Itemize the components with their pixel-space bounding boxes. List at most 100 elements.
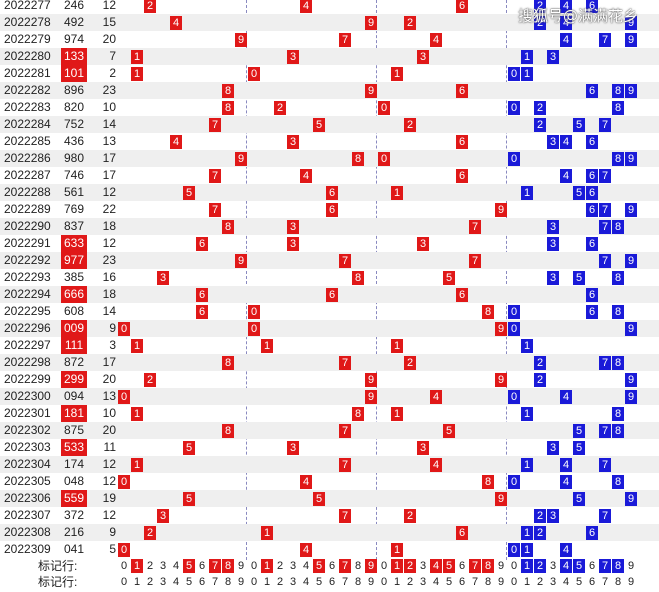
marker-digit[interactable]: 6	[458, 560, 466, 572]
marker-digit[interactable]: 3	[289, 576, 297, 588]
marker-digit[interactable]: 8	[484, 576, 492, 588]
marker-digit[interactable]: 1	[133, 576, 141, 588]
marker-digit[interactable]: 7	[341, 576, 349, 588]
marker-digit[interactable]: 3	[289, 560, 297, 572]
marker-digit[interactable]: 3	[549, 560, 557, 572]
marker-digit[interactable]: 5	[185, 576, 193, 588]
marker-digit[interactable]: 2	[534, 559, 546, 573]
marker-digit[interactable]: 7	[601, 576, 609, 588]
marker-digit[interactable]: 5	[443, 559, 455, 573]
marker-digit[interactable]: 5	[313, 559, 325, 573]
table-row: 2022288 561 12 5 6 1 1 5 6	[0, 184, 659, 201]
marker-digit[interactable]: 3	[159, 576, 167, 588]
marker-digit[interactable]: 9	[367, 576, 375, 588]
marker-digit[interactable]: 7	[599, 559, 611, 573]
marker-digit[interactable]: 9	[497, 576, 505, 588]
marker-digit[interactable]: 3	[419, 560, 427, 572]
marker-digit[interactable]: 8	[224, 576, 232, 588]
marker-digit[interactable]: 9	[237, 560, 245, 572]
table-row: 2022302 875 20 8 7 5 5 7 8	[0, 422, 659, 439]
marker-digit[interactable]: 6	[328, 576, 336, 588]
marker-digit[interactable]: 2	[146, 560, 154, 572]
marker-digit[interactable]: 9	[627, 576, 635, 588]
marker-digit[interactable]: 7	[209, 559, 221, 573]
table-row: 2022277 246 12 2 4 6 2 4 6	[0, 0, 659, 14]
marker-digit[interactable]: 9	[365, 559, 377, 573]
marker-digit[interactable]: 0	[250, 560, 258, 572]
span-value: 20	[102, 372, 116, 386]
span-value: 23	[102, 253, 116, 267]
marker-digit[interactable]: 2	[146, 576, 154, 588]
marker-digit[interactable]: 3	[419, 576, 427, 588]
marker-digit[interactable]: 7	[471, 576, 479, 588]
digit-distribution-mark: 0	[508, 101, 520, 115]
marker-digit[interactable]: 7	[469, 559, 481, 573]
marker-digit[interactable]: 7	[211, 576, 219, 588]
marker-digit[interactable]: 1	[393, 576, 401, 588]
marker-digit[interactable]: 0	[250, 576, 258, 588]
marker-digit[interactable]: 9	[497, 560, 505, 572]
digit-distribution-mark: 6	[586, 288, 598, 302]
marker-digit[interactable]: 6	[588, 560, 596, 572]
marker-digit[interactable]: 3	[549, 576, 557, 588]
marker-digit[interactable]: 8	[222, 559, 234, 573]
marker-digit[interactable]: 2	[276, 576, 284, 588]
hundreds-digit-mark: 1	[131, 67, 143, 81]
marker-digit[interactable]: 4	[172, 576, 180, 588]
units-digit-mark: 2	[404, 509, 416, 523]
marker-digit[interactable]: 0	[380, 560, 388, 572]
marker-digit[interactable]: 1	[261, 559, 273, 573]
marker-digit[interactable]: 4	[562, 576, 570, 588]
hundreds-digit-mark: 9	[235, 33, 247, 47]
marker-digit[interactable]: 9	[237, 576, 245, 588]
marker-digit[interactable]: 1	[131, 559, 143, 573]
marker-digit[interactable]: 0	[510, 576, 518, 588]
marker-digit[interactable]: 6	[198, 560, 206, 572]
marker-digit[interactable]: 0	[380, 576, 388, 588]
marker-digit[interactable]: 0	[510, 560, 518, 572]
marker-digit[interactable]: 5	[573, 559, 585, 573]
marker-digit[interactable]: 4	[172, 560, 180, 572]
marker-digit[interactable]: 0	[120, 576, 128, 588]
units-digit-mark: 8	[482, 305, 494, 319]
digit-distribution-mark: 8	[612, 356, 624, 370]
marker-digit[interactable]: 4	[432, 576, 440, 588]
marker-digit[interactable]: 8	[354, 576, 362, 588]
marker-digit[interactable]: 6	[588, 576, 596, 588]
marker-digit[interactable]: 3	[159, 560, 167, 572]
marker-digit[interactable]: 5	[183, 559, 195, 573]
table-row: 2022281 101 2 1 0 1 0 1	[0, 65, 659, 82]
marker-digit[interactable]: 6	[198, 576, 206, 588]
draw-number: 559	[61, 490, 87, 507]
marker-digit[interactable]: 4	[430, 559, 442, 573]
marker-digit[interactable]: 4	[302, 560, 310, 572]
digit-distribution-mark: 5	[573, 424, 585, 438]
marker-digit[interactable]: 8	[482, 559, 494, 573]
marker-digit[interactable]: 6	[328, 560, 336, 572]
marker-digit[interactable]: 2	[404, 559, 416, 573]
marker-digit[interactable]: 4	[302, 576, 310, 588]
marker-digit[interactable]: 1	[391, 559, 403, 573]
marker-digit[interactable]: 2	[536, 576, 544, 588]
marker-digit[interactable]: 6	[458, 576, 466, 588]
marker-digit[interactable]: 5	[315, 576, 323, 588]
span-value: 15	[102, 15, 116, 29]
marker-digit[interactable]: 2	[276, 560, 284, 572]
marker-digit[interactable]: 1	[263, 576, 271, 588]
marker-digit[interactable]: 1	[521, 559, 533, 573]
marker-digit[interactable]: 8	[612, 559, 624, 573]
marker-digit[interactable]: 7	[339, 559, 351, 573]
marker-digit[interactable]: 2	[406, 576, 414, 588]
marker-digit[interactable]: 8	[354, 560, 362, 572]
issue-number: 2022288	[4, 185, 51, 199]
marker-digit[interactable]: 1	[523, 576, 531, 588]
issue-number: 2022289	[4, 202, 51, 216]
digit-distribution-mark: 8	[612, 271, 624, 285]
marker-digit[interactable]: 9	[627, 560, 635, 572]
marker-digit[interactable]: 0	[120, 560, 128, 572]
hundreds-digit-mark: 0	[118, 390, 130, 404]
marker-digit[interactable]: 5	[445, 576, 453, 588]
marker-digit[interactable]: 5	[575, 576, 583, 588]
marker-digit[interactable]: 4	[560, 559, 572, 573]
marker-digit[interactable]: 8	[614, 576, 622, 588]
